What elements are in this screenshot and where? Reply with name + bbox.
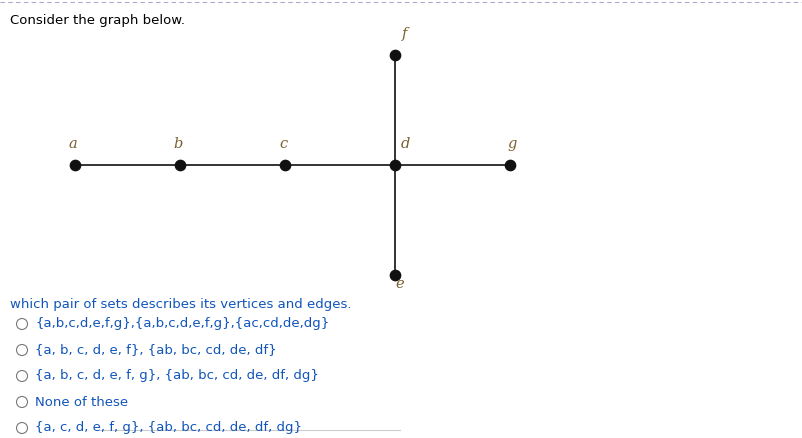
Point	[389, 272, 402, 279]
Text: e: e	[395, 277, 404, 291]
Point	[389, 52, 402, 59]
Text: {a, b, c, d, e, f, g}, {ab, bc, cd, de, df, dg}: {a, b, c, d, e, f, g}, {ab, bc, cd, de, …	[35, 370, 319, 382]
Text: g: g	[508, 137, 516, 151]
Text: {a,b,c,d,e,f,g},{a,b,c,d,e,f,g},{ac,cd,de,dg}: {a,b,c,d,e,f,g},{a,b,c,d,e,f,g},{ac,cd,d…	[35, 318, 330, 331]
Text: b: b	[173, 137, 183, 151]
Text: Consider the graph below.: Consider the graph below.	[10, 14, 185, 27]
Text: {a, b, c, d, e, f}, {ab, bc, cd, de, df}: {a, b, c, d, e, f}, {ab, bc, cd, de, df}	[35, 343, 277, 357]
Text: which pair of sets describes its vertices and edges.: which pair of sets describes its vertice…	[10, 298, 351, 311]
Point	[69, 162, 82, 169]
Text: a: a	[69, 137, 77, 151]
Point	[278, 162, 291, 169]
Point	[389, 162, 402, 169]
Point	[173, 162, 186, 169]
Point	[504, 162, 516, 169]
Text: d: d	[400, 137, 410, 151]
Text: c: c	[279, 137, 287, 151]
Text: {a, c, d, e, f, g}, {ab, bc, cd, de, df, dg}: {a, c, d, e, f, g}, {ab, bc, cd, de, df,…	[35, 421, 302, 434]
Text: f: f	[403, 27, 407, 41]
Text: None of these: None of these	[35, 396, 128, 409]
